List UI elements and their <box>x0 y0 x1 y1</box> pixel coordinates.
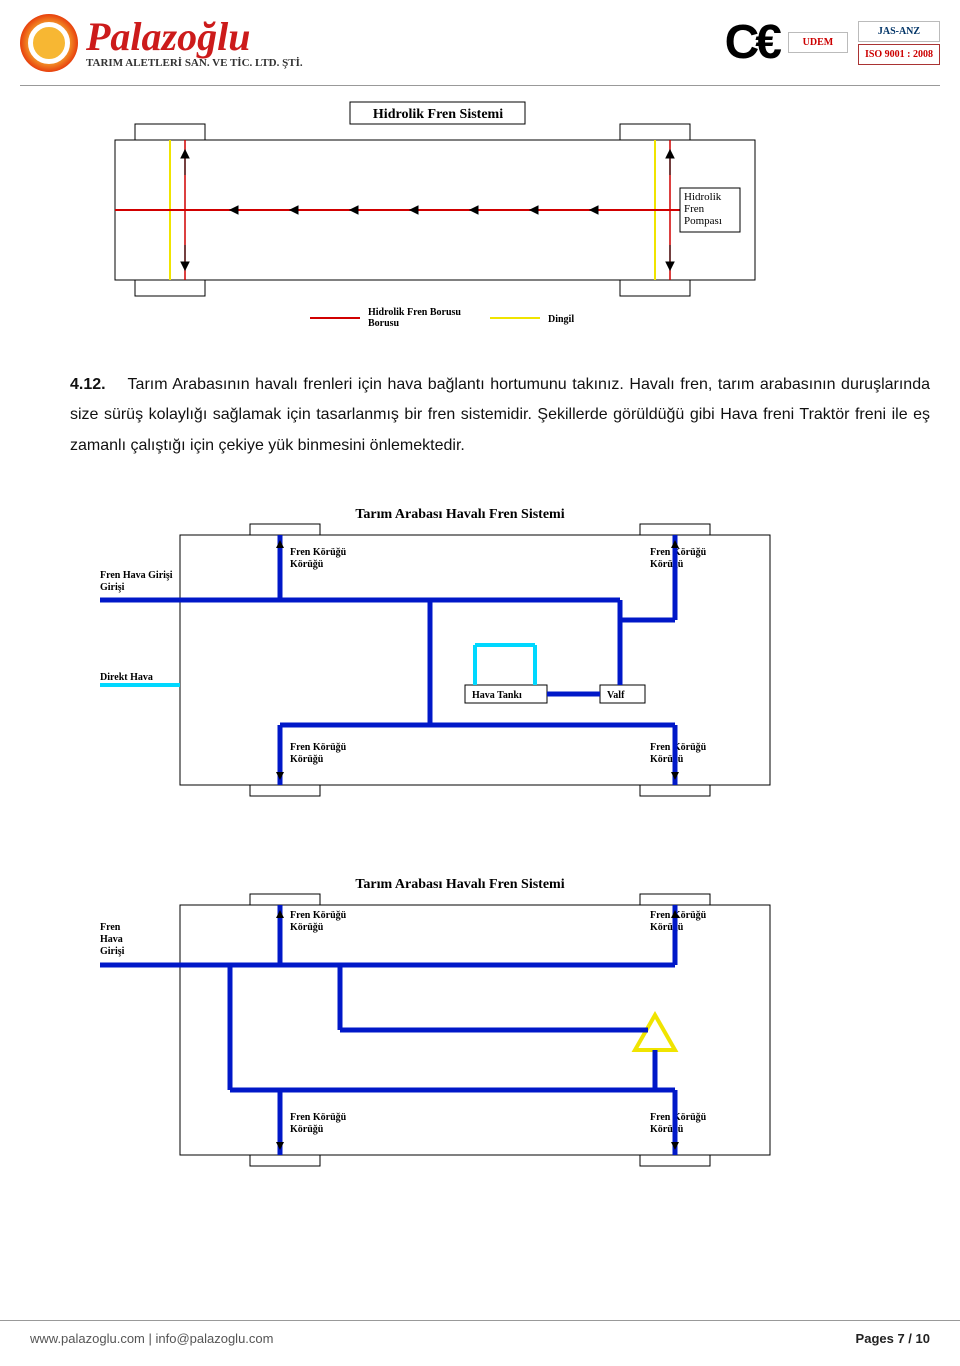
svg-text:Pompası: Pompası <box>684 215 722 227</box>
iso-cert: ISO 9001 : 2008 <box>858 44 940 65</box>
paragraph-4-12: 4.12. Tarım Arabasının havalı frenleri i… <box>70 370 930 461</box>
svg-text:Girişi: Girişi <box>100 946 125 957</box>
svg-text:Borusu: Borusu <box>368 318 400 329</box>
svg-text:Fren Körüğü: Fren Körüğü <box>650 1112 707 1123</box>
svg-text:Fren Körüğü: Fren Körüğü <box>290 742 347 753</box>
jasanz-cert: JAS-ANZ <box>858 21 940 42</box>
air-brake-svg-1: Tarım Arabası Havalı Fren Sistemi Fren H… <box>80 500 840 820</box>
svg-text:Valf: Valf <box>607 690 625 701</box>
svg-text:Hidrolik: Hidrolik <box>684 191 722 203</box>
svg-text:Körüğü: Körüğü <box>650 922 684 933</box>
page-header: Palazoğlu TARIM ALETLERİ SAN. VE TİC. LT… <box>0 0 960 85</box>
svg-text:Fren: Fren <box>684 203 705 215</box>
paragraph-text: Tarım Arabasının havalı frenleri için ha… <box>70 376 930 454</box>
svg-text:Fren Körüğü: Fren Körüğü <box>290 1112 347 1123</box>
svg-text:Tarım Arabası Havalı Fren Sist: Tarım Arabası Havalı Fren Sistemi <box>355 877 564 892</box>
hydraulic-brake-svg: Hidrolik Fren Sistemi Hidrolik Fren Pomp… <box>60 100 820 350</box>
svg-text:Körüğü: Körüğü <box>650 754 684 765</box>
svg-text:Körüğü: Körüğü <box>290 922 324 933</box>
hydraulic-brake-diagram: Hidrolik Fren Sistemi Hidrolik Fren Pomp… <box>60 100 820 350</box>
brand-logo: Palazoğlu TARIM ALETLERİ SAN. VE TİC. LT… <box>20 14 303 72</box>
udem-cert: UDEM <box>788 32 848 53</box>
svg-text:Fren Körüğü: Fren Körüğü <box>650 547 707 558</box>
header-divider <box>20 85 940 86</box>
svg-text:Fren Körüğü: Fren Körüğü <box>650 742 707 753</box>
svg-text:Tarım Arabası Havalı Fren Sist: Tarım Arabası Havalı Fren Sistemi <box>355 507 564 522</box>
air-brake-diagram-2: Tarım Arabası Havalı Fren Sistemi Fren H… <box>80 870 840 1190</box>
jasanz-group: JAS-ANZ ISO 9001 : 2008 <box>858 21 940 65</box>
svg-text:Fren Hava Girişi: Fren Hava Girişi <box>100 570 173 581</box>
svg-text:Körüğü: Körüğü <box>290 559 324 570</box>
svg-text:Fren Körüğü: Fren Körüğü <box>650 910 707 921</box>
d1-title: Hidrolik Fren Sistemi <box>373 107 503 122</box>
brand-text: Palazoğlu TARIM ALETLERİ SAN. VE TİC. LT… <box>86 17 303 69</box>
brand-name: Palazoğlu <box>86 17 303 57</box>
svg-text:Fren Körüğü: Fren Körüğü <box>290 910 347 921</box>
svg-text:Körüğü: Körüğü <box>290 1124 324 1135</box>
ce-mark-icon: C€ <box>725 15 778 70</box>
svg-text:Körüğü: Körüğü <box>650 1124 684 1135</box>
brand-subtitle: TARIM ALETLERİ SAN. VE TİC. LTD. ŞTİ. <box>86 57 303 69</box>
air-brake-svg-2: Tarım Arabası Havalı Fren Sistemi Fren H… <box>80 870 840 1190</box>
svg-text:Dingil: Dingil <box>548 314 574 325</box>
logo-icon <box>20 14 78 72</box>
svg-text:Hidrolik Fren Borusu: Hidrolik Fren Borusu <box>368 307 461 318</box>
svg-text:Hava Tankı: Hava Tankı <box>472 690 522 701</box>
footer-page-number: Pages 7 / 10 <box>856 1331 930 1346</box>
footer-left: www.palazoglu.com | info@palazoglu.com <box>30 1331 273 1346</box>
svg-text:Direkt Hava: Direkt Hava <box>100 672 153 683</box>
header-certs: C€ UDEM JAS-ANZ ISO 9001 : 2008 <box>725 15 940 70</box>
svg-text:Körüğü: Körüğü <box>650 559 684 570</box>
svg-text:Körüğü: Körüğü <box>290 754 324 765</box>
page-footer: www.palazoglu.com | info@palazoglu.com P… <box>0 1320 960 1346</box>
air-brake-diagram-1: Tarım Arabası Havalı Fren Sistemi Fren H… <box>80 500 840 820</box>
section-number: 4.12. <box>70 376 106 393</box>
svg-text:Hava: Hava <box>100 934 123 945</box>
svg-text:Fren Körüğü: Fren Körüğü <box>290 547 347 558</box>
svg-text:Fren: Fren <box>100 922 121 933</box>
svg-text:Girişi: Girişi <box>100 582 125 593</box>
